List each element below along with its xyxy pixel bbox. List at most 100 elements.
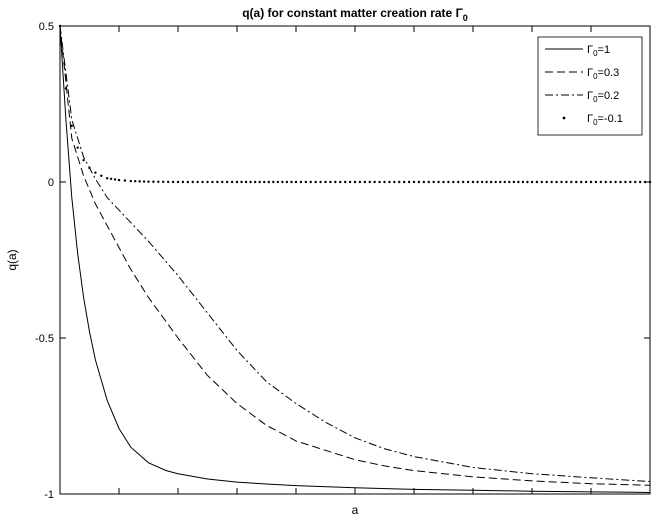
series-3-point-96	[526, 180, 529, 184]
series-3-point-28	[201, 180, 204, 184]
series-3-point-102	[555, 180, 558, 184]
series-3-point-63	[368, 180, 371, 184]
series-3-point-68	[393, 180, 396, 184]
series-3-point-24	[181, 180, 185, 184]
series-3-point-41	[263, 180, 266, 184]
series-3-point-75	[427, 180, 430, 184]
series-3-point-107	[579, 180, 583, 184]
series-3-point-23	[176, 180, 180, 184]
legend-value-2: =0.2	[598, 90, 620, 102]
series-3-point-27	[196, 180, 199, 184]
series-3-point-46	[285, 180, 289, 184]
legend-symbol-1: Γ	[587, 67, 593, 79]
series-3-point-36	[240, 180, 243, 184]
series-3-point-92	[508, 180, 511, 184]
y-ticks: 0.5 0 -0.5 -1	[35, 21, 650, 501]
legend-value-0: =1	[598, 44, 611, 56]
series-3-point-9	[109, 177, 113, 181]
series-3-point-18	[152, 180, 155, 183]
y-tick-label-2: -0.5	[35, 333, 54, 345]
series-3-point-43	[272, 180, 275, 184]
series-2-line	[59, 25, 651, 483]
series-3-point-117	[629, 180, 632, 184]
series-3-point-66	[383, 180, 386, 184]
series-3-point-39	[253, 180, 257, 184]
series-3-point-71	[407, 180, 411, 184]
series-3-point-90	[499, 180, 502, 184]
series-3-point-44	[276, 180, 280, 184]
series-3-point-35	[235, 180, 239, 184]
series-3-point-67	[388, 180, 391, 184]
series-3-point-115	[619, 180, 622, 184]
series-3-point-48	[294, 180, 298, 184]
series-3-point-52	[314, 180, 317, 184]
series-3-point-106	[575, 180, 578, 184]
series-3-point-86	[480, 180, 484, 184]
series-3-point-56	[334, 180, 337, 184]
series-3-point-32	[221, 180, 224, 184]
legend-subscript-0: 0	[593, 49, 598, 58]
series-3-point-98	[535, 180, 539, 184]
legend-value-3: =-0.1	[598, 113, 623, 125]
chart-title-text: q(a) for constant matter creation rate Γ	[242, 6, 463, 20]
series-3-point-100	[545, 180, 548, 184]
series-3-point-38	[249, 180, 252, 184]
legend: Γ0=1Γ0=0.3Γ0=0.2Γ0=-0.1	[537, 36, 643, 136]
series-3-point-51	[309, 180, 312, 184]
series-3-point-2	[70, 124, 74, 128]
legend-symbol-2: Γ	[587, 90, 593, 102]
series-3-point-14	[134, 180, 137, 183]
legend-subscript-1: 0	[593, 72, 598, 81]
series-3-point-101	[550, 180, 553, 184]
series-3-point-0	[58, 24, 62, 28]
series-3-point-4	[82, 158, 85, 162]
series-3-point-88	[489, 180, 493, 184]
series-3-point-111	[599, 180, 603, 184]
series-3-point-30	[211, 180, 214, 184]
series-3-point-77	[437, 180, 440, 184]
y-tick-label-1: 0	[48, 177, 54, 189]
series-3-point-62	[363, 180, 367, 184]
series-3-point-11	[117, 178, 121, 182]
series-3-point-81	[457, 180, 460, 184]
chart-title: q(a) for constant matter creation rate Γ…	[242, 6, 468, 23]
series-3-point-5	[88, 166, 91, 170]
series-3-point-69	[398, 180, 401, 184]
series-3-point-76	[432, 180, 435, 184]
series-3-point-37	[244, 180, 248, 184]
series-3-point-116	[624, 180, 627, 184]
series-3-point-55	[329, 180, 332, 184]
series-3-point-112	[604, 180, 607, 184]
legend-symbol-3: Γ	[587, 113, 593, 125]
series-3-point-73	[417, 180, 421, 184]
series-3-point-108	[584, 180, 588, 184]
series-3-point-61	[358, 180, 362, 184]
series-3-point-87	[485, 180, 488, 184]
series-3-point-70	[402, 180, 406, 184]
legend-items: Γ0=1Γ0=0.3Γ0=0.2Γ0=-0.1	[545, 44, 623, 127]
series-3-point-16	[142, 180, 146, 183]
legend-subscript-2: 0	[593, 95, 598, 104]
series-1-line	[59, 25, 651, 486]
series-3-point-91	[503, 180, 506, 184]
legend-symbol-0: Γ	[587, 44, 593, 56]
series-3-point-72	[412, 180, 416, 184]
series-3-point-89	[494, 180, 497, 184]
series-3-point-45	[281, 180, 284, 184]
series-3-point-1	[64, 87, 68, 90]
legend-label-0: Γ0=1	[587, 44, 610, 58]
series-3-point-40	[258, 180, 261, 184]
y-axis-label: q(a)	[5, 249, 19, 270]
series-3-point-99	[540, 180, 544, 184]
series-3-point-19	[157, 180, 160, 183]
series-3-point-97	[530, 180, 534, 184]
chart-title-subscript: 0	[463, 13, 468, 23]
series-3-point-59	[348, 180, 352, 184]
series-3-point-8	[106, 177, 109, 180]
series-layer	[58, 24, 652, 493]
x-ticks	[118, 26, 592, 494]
series-3-point-53	[319, 180, 322, 184]
series-3-point-3	[76, 146, 79, 149]
y-tick-label-3: -1	[44, 489, 54, 501]
